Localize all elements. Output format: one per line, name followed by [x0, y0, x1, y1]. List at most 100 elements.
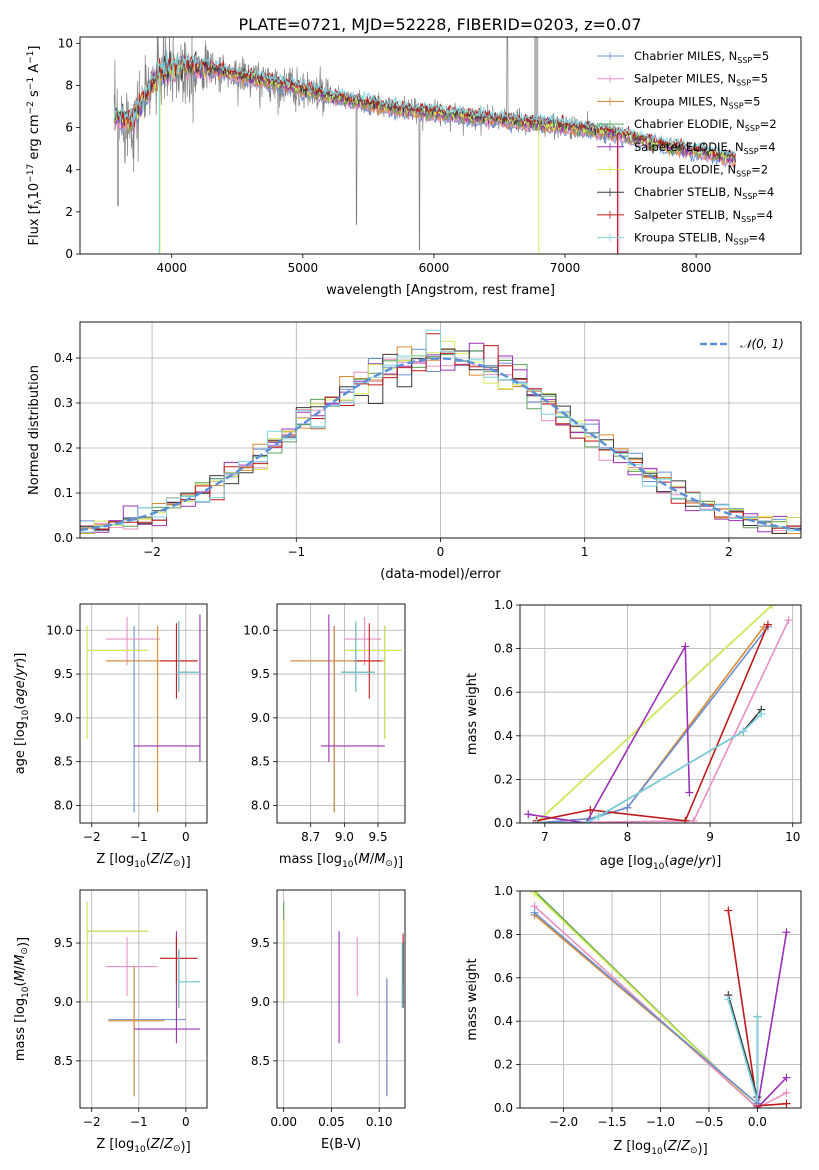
axes-frame	[519, 890, 802, 1109]
y-tick-label: 0.1	[54, 486, 73, 500]
y-tick-label: 9.5	[54, 667, 73, 681]
point-marker	[782, 1073, 791, 1082]
x-tick-label: 0	[437, 545, 445, 559]
plot-area	[290, 614, 402, 813]
grid	[80, 604, 207, 823]
y-tick-label: 0.0	[494, 1101, 513, 1115]
y-tick-label: 0	[65, 247, 73, 261]
x-tick-label: −2	[83, 830, 101, 844]
weight-vs-metallicity-panel: −2.0 −1.5 −1.0 −0.5 0.0 0.0 0.2 0.4 0.6 0.8 1.0 Z […	[465, 884, 802, 1157]
grid	[277, 890, 405, 1108]
axes-frame	[519, 604, 802, 824]
y-tick-label: 8.5	[54, 755, 73, 769]
x-tick-label: 0.00	[270, 1115, 297, 1129]
point-marker	[689, 816, 698, 823]
series-salpeter-elodie	[528, 643, 691, 823]
normal-curve	[80, 357, 801, 532]
ticks: 0.00 0.05 0.10 8.5 9.0 9.5	[251, 936, 393, 1129]
plot-area	[524, 605, 793, 823]
x-tick-label: −2.0	[549, 1115, 578, 1129]
x-tick-label: 9.0	[335, 830, 354, 844]
axes-frame	[79, 603, 208, 824]
x-tick-label: 10	[785, 830, 800, 844]
x-tick-label: −1	[287, 545, 305, 559]
point-marker	[757, 710, 766, 718]
y-tick-label: 0.2	[494, 1058, 513, 1072]
y-tick-label: 1.0	[494, 884, 513, 898]
x-tick-label: −2	[143, 545, 161, 559]
point-marker	[782, 928, 791, 937]
ticks: −2 −1 0 8.0 8.5 9.0 9.5 10.0	[46, 623, 189, 844]
point-marker	[724, 906, 733, 915]
plot-area	[80, 329, 801, 534]
plot-area	[86, 901, 200, 1097]
x-tick-label: −0.5	[694, 1115, 723, 1129]
point-marker	[623, 803, 632, 812]
y-tick-label: 0.0	[494, 816, 513, 830]
y-tick-label: 9.0	[54, 995, 73, 1009]
x-axis-label: wavelength [Angstrom, rest frame]	[326, 283, 555, 298]
x-axis-label: Z [log10(Z/Z⊙)]	[96, 1137, 190, 1155]
y-tick-label: 0.8	[494, 927, 513, 941]
point-marker	[782, 1088, 791, 1097]
x-tick-label: 0.0	[748, 1115, 767, 1129]
x-tick-label: 9.5	[369, 830, 388, 844]
y-tick-label: 8.5	[54, 1054, 73, 1068]
y-tick-label: 0.3	[54, 396, 73, 410]
y-tick-label: 9.5	[251, 936, 270, 950]
y-tick-label: 0.2	[494, 772, 513, 786]
histogram-kroupa-stelib	[80, 329, 801, 534]
y-tick-label: 0.4	[494, 729, 513, 743]
x-axis-label: age [log10(age/yr)]	[600, 854, 722, 872]
legend-label: Kroupa ELODIE, NSSP=2	[634, 163, 768, 179]
point-marker	[763, 620, 772, 629]
point-marker	[532, 819, 541, 823]
ticks: 4000 5000 6000 7000 8000 0 2 4 6 8 10	[58, 36, 712, 275]
x-tick-label: 4000	[156, 261, 187, 275]
y-tick-label: 8.0	[251, 798, 270, 812]
point-marker	[524, 810, 533, 819]
plot-area	[86, 614, 201, 813]
ticks: 8.7 9.0 9.5 8.0 8.5 9.0 9.5 10.0	[243, 623, 387, 844]
series-kroupa-miles	[536, 626, 765, 823]
x-tick-label: −1.0	[646, 1115, 675, 1129]
point-marker	[685, 788, 694, 797]
y-tick-label: 9.0	[251, 711, 270, 725]
y-axis-label: mass weight	[465, 958, 480, 1040]
y-tick-label: 9.0	[251, 995, 270, 1009]
point-marker	[753, 1097, 762, 1106]
legend-label: Kroupa MILES, NSSP=5	[634, 94, 760, 110]
y-axis-label: Flux [fλ10−17 erg cm−2 s−1 A−1]	[26, 46, 44, 246]
x-tick-label: 2	[725, 545, 733, 559]
x-axis-label: Z [log10(Z/Z⊙)]	[96, 852, 190, 870]
grid	[80, 890, 207, 1108]
x-tick-label: −2	[83, 1115, 101, 1129]
y-tick-label: 2	[65, 205, 73, 219]
age-vs-metallicity-panel: −2 −1 0 8.0 8.5 9.0 9.5 10.0 Z [log10(Z/Z⊙)] age …	[13, 603, 208, 870]
mass-vs-metallicity-panel: −2 −1 0 8.5 9.0 9.5 Z [log10(Z/Z⊙)] mass [log10…	[13, 889, 208, 1155]
ticks: −2.0 −1.5 −1.0 −0.5 0.0 0.0 0.2 0.4 0.6 0.8 1.0	[494, 884, 767, 1129]
x-tick-label: 0	[182, 830, 190, 844]
histogram-salpeter-stelib	[80, 333, 801, 534]
y-tick-label: 0.2	[54, 441, 73, 455]
y-tick-label: 9.5	[251, 667, 270, 681]
axes-frame	[79, 889, 208, 1109]
legend-label: Chabrier ELODIE, NSSP=2	[634, 117, 777, 133]
y-tick-label: 0.4	[54, 351, 73, 365]
figure-title: PLATE=0721, MJD=52228, FIBERID=0203, z=0…	[238, 15, 641, 34]
y-tick-label: 0.6	[494, 685, 513, 699]
series-chabrier-stelib	[536, 709, 762, 823]
grid	[277, 604, 405, 823]
plot-area	[113, 37, 736, 254]
point-marker	[739, 727, 748, 736]
point-marker	[782, 1099, 791, 1108]
point-marker	[784, 616, 793, 625]
y-tick-label: 0.0	[54, 531, 73, 545]
point-marker	[586, 805, 595, 814]
x-tick-label: 0	[182, 1115, 190, 1129]
series-salpeter-stelib	[536, 624, 769, 822]
series-salpeter-miles	[533, 905, 787, 1108]
series-kroupa-stelib	[536, 713, 762, 823]
legend-label: Chabrier STELIB, NSSP=4	[634, 185, 774, 201]
